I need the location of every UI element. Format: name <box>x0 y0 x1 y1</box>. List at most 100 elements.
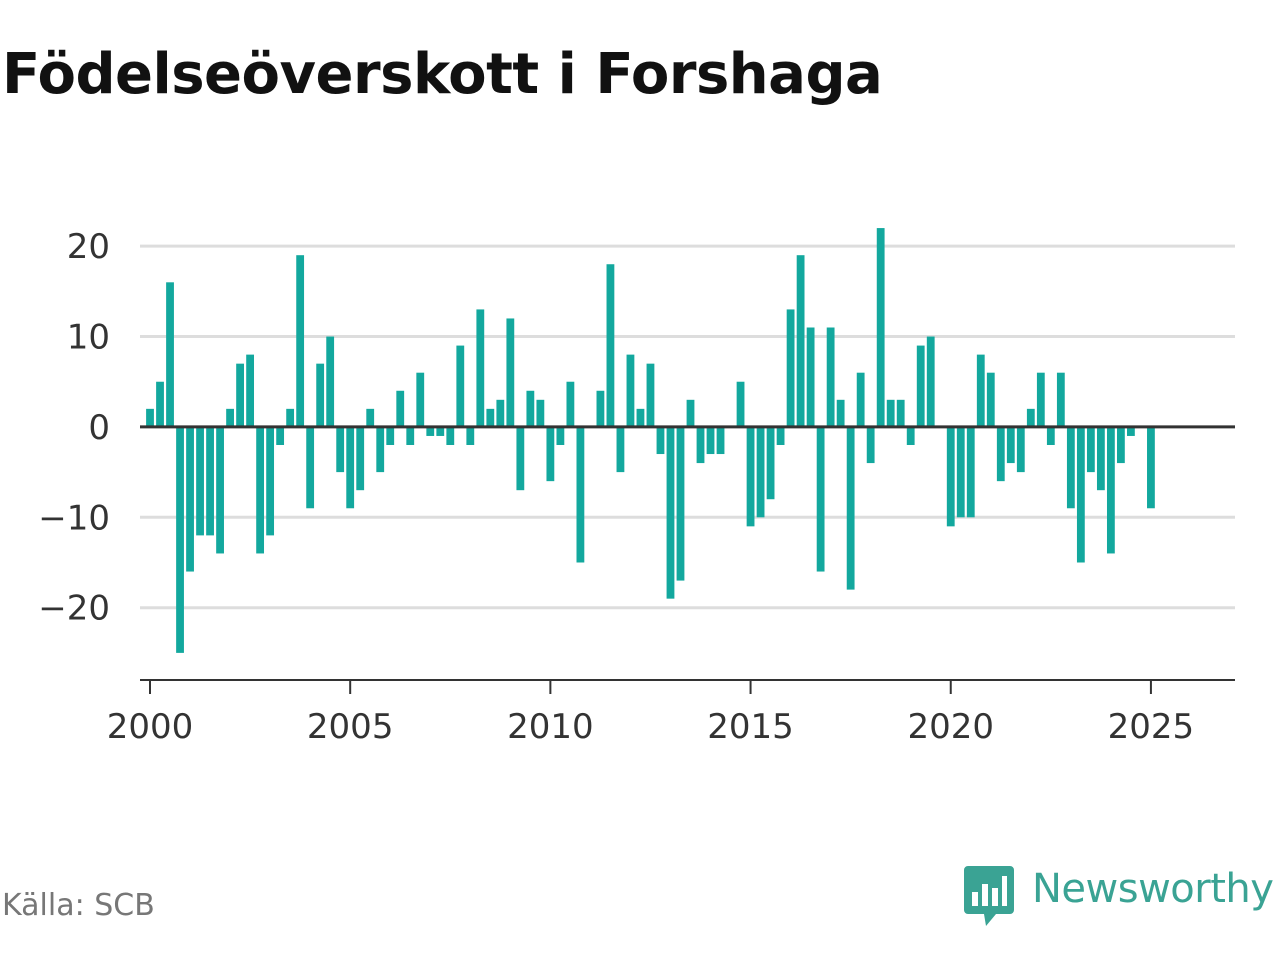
bar <box>876 228 885 427</box>
bar <box>156 381 164 427</box>
bar <box>946 426 955 527</box>
bar <box>256 426 265 554</box>
newsworthy-logo: Newsworthy <box>964 862 1276 928</box>
bar <box>456 345 465 427</box>
y-tick-label: −10 <box>38 498 110 538</box>
y-tick-label: 0 <box>88 408 110 448</box>
bar <box>336 426 345 473</box>
bar <box>1006 426 1015 464</box>
bar <box>546 426 555 482</box>
bar <box>1036 372 1045 427</box>
bars <box>146 228 1155 653</box>
bar <box>976 354 985 427</box>
bar <box>446 426 455 445</box>
bar <box>356 426 365 491</box>
bar <box>1076 426 1085 563</box>
bar <box>956 426 965 518</box>
bar <box>576 426 585 563</box>
bar <box>606 264 615 427</box>
bar <box>366 408 375 427</box>
bar <box>246 354 255 427</box>
bar <box>496 399 505 427</box>
bar <box>276 426 285 445</box>
bar <box>166 282 174 427</box>
bar <box>1116 426 1125 464</box>
bar <box>1056 372 1065 427</box>
bar <box>786 309 795 427</box>
y-tick-label: −20 <box>38 589 110 629</box>
bar <box>226 408 234 427</box>
x-tick-label: 2005 <box>307 707 394 747</box>
x-tick-label: 2025 <box>1108 707 1195 747</box>
bar <box>796 255 805 427</box>
bar <box>1016 426 1025 473</box>
bar <box>1066 426 1075 509</box>
bar <box>206 426 214 536</box>
bar <box>196 426 204 536</box>
bar <box>676 426 685 581</box>
bar <box>666 426 675 599</box>
bar <box>286 408 295 427</box>
x-tick-label: 2020 <box>907 707 994 747</box>
x-axis: 2000 2005 2010 2015 2020 2025 <box>107 679 1235 747</box>
bar <box>526 390 535 427</box>
bar <box>736 381 745 427</box>
bar <box>986 372 995 427</box>
bar <box>296 255 305 427</box>
bar <box>506 318 515 427</box>
newsworthy-logo-text: Newsworthy <box>1032 866 1274 912</box>
bar <box>846 426 855 590</box>
bar <box>616 426 625 473</box>
bar <box>536 399 545 427</box>
bar <box>406 426 415 445</box>
bar <box>426 426 435 436</box>
bar <box>566 381 575 427</box>
chart-title: Födelseöverskott i Forshaga <box>2 42 883 107</box>
bar <box>596 390 605 427</box>
bar <box>926 336 935 427</box>
bar <box>376 426 385 473</box>
bar <box>186 426 194 572</box>
bar <box>916 345 925 427</box>
bar <box>906 426 915 445</box>
bar <box>346 426 355 509</box>
bar <box>706 426 715 455</box>
bar <box>416 372 425 427</box>
bar <box>386 426 395 445</box>
bar <box>896 399 905 427</box>
bar <box>626 354 635 427</box>
x-tick-label: 2010 <box>507 707 594 747</box>
y-tick-label: 20 <box>67 227 110 267</box>
bar <box>316 363 325 427</box>
bar <box>996 426 1005 482</box>
bar <box>1046 426 1055 445</box>
bar <box>636 408 645 427</box>
bar <box>236 363 244 427</box>
bar <box>266 426 275 536</box>
bar <box>396 390 405 427</box>
bar <box>306 426 315 509</box>
bar <box>776 426 785 445</box>
bar <box>716 426 725 455</box>
bar <box>466 426 475 445</box>
bar <box>1147 426 1155 509</box>
bar <box>516 426 525 491</box>
bar <box>326 336 335 427</box>
bar <box>1096 426 1105 491</box>
bar <box>866 426 875 464</box>
bar <box>176 426 184 653</box>
newsworthy-logo-icon <box>964 866 1014 926</box>
bar <box>146 408 154 427</box>
bar <box>646 363 655 427</box>
x-tick-label: 2000 <box>107 707 194 747</box>
bar <box>1106 426 1115 554</box>
bar <box>826 327 835 427</box>
bar <box>556 426 565 445</box>
bar <box>436 426 445 436</box>
bar <box>696 426 705 464</box>
bar <box>816 426 825 572</box>
y-tick-label: 10 <box>67 318 110 358</box>
bar <box>1086 426 1095 473</box>
bar <box>216 426 224 554</box>
